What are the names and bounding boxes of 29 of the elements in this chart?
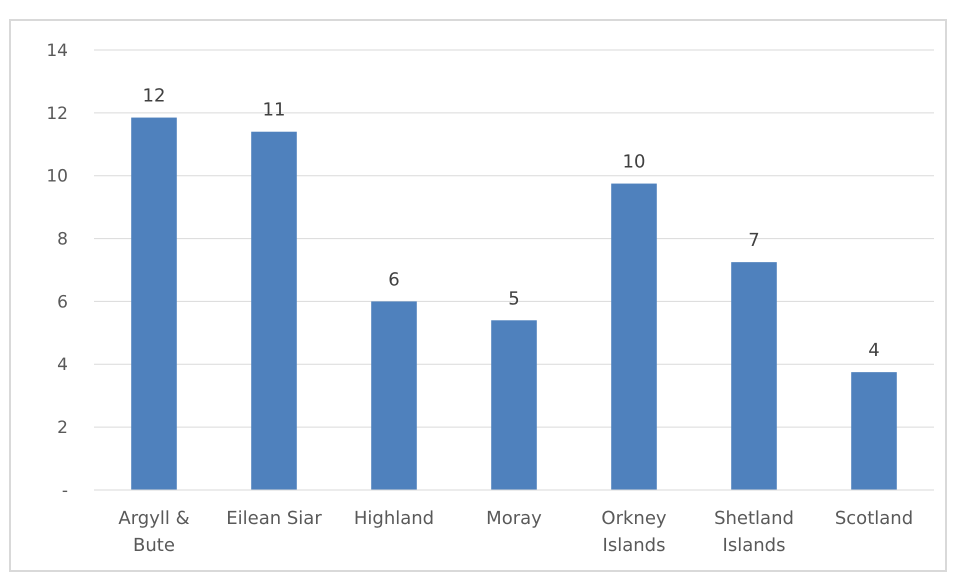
- y-tick-label: 2: [57, 418, 68, 438]
- bar: [731, 262, 777, 490]
- bar: [131, 118, 177, 490]
- x-tick-label: Scotland: [834, 508, 914, 529]
- x-tick-label: Shetland Islands: [714, 508, 794, 556]
- y-tick-label: 14: [46, 40, 68, 61]
- x-tick-label: Moray: [486, 508, 542, 529]
- y-tick-label: 4: [57, 355, 68, 376]
- bar: [491, 320, 537, 490]
- data-label: 10: [622, 152, 646, 173]
- data-label: 5: [508, 288, 520, 310]
- y-tick-label: 6: [57, 292, 68, 312]
- data-label: 4: [868, 340, 880, 362]
- data-label: 12: [142, 86, 166, 107]
- bar: [371, 301, 417, 490]
- x-tick-label: Orkney Islands: [601, 508, 667, 556]
- bar: [611, 184, 657, 490]
- y-tick-label: 12: [46, 104, 68, 124]
- bar: [251, 132, 297, 490]
- x-tick-label: Highland: [354, 508, 434, 529]
- y-tick-label: 8: [57, 230, 68, 250]
- data-label: 7: [748, 230, 760, 252]
- bar: [851, 372, 897, 490]
- y-tick-label: -: [62, 480, 68, 501]
- y-tick-label: 10: [46, 166, 68, 187]
- data-label: 6: [388, 269, 400, 290]
- data-label: 11: [262, 100, 286, 121]
- x-tick-label: Argyll & Bute: [118, 508, 190, 556]
- x-tick-label: Eilean Siar: [226, 508, 322, 529]
